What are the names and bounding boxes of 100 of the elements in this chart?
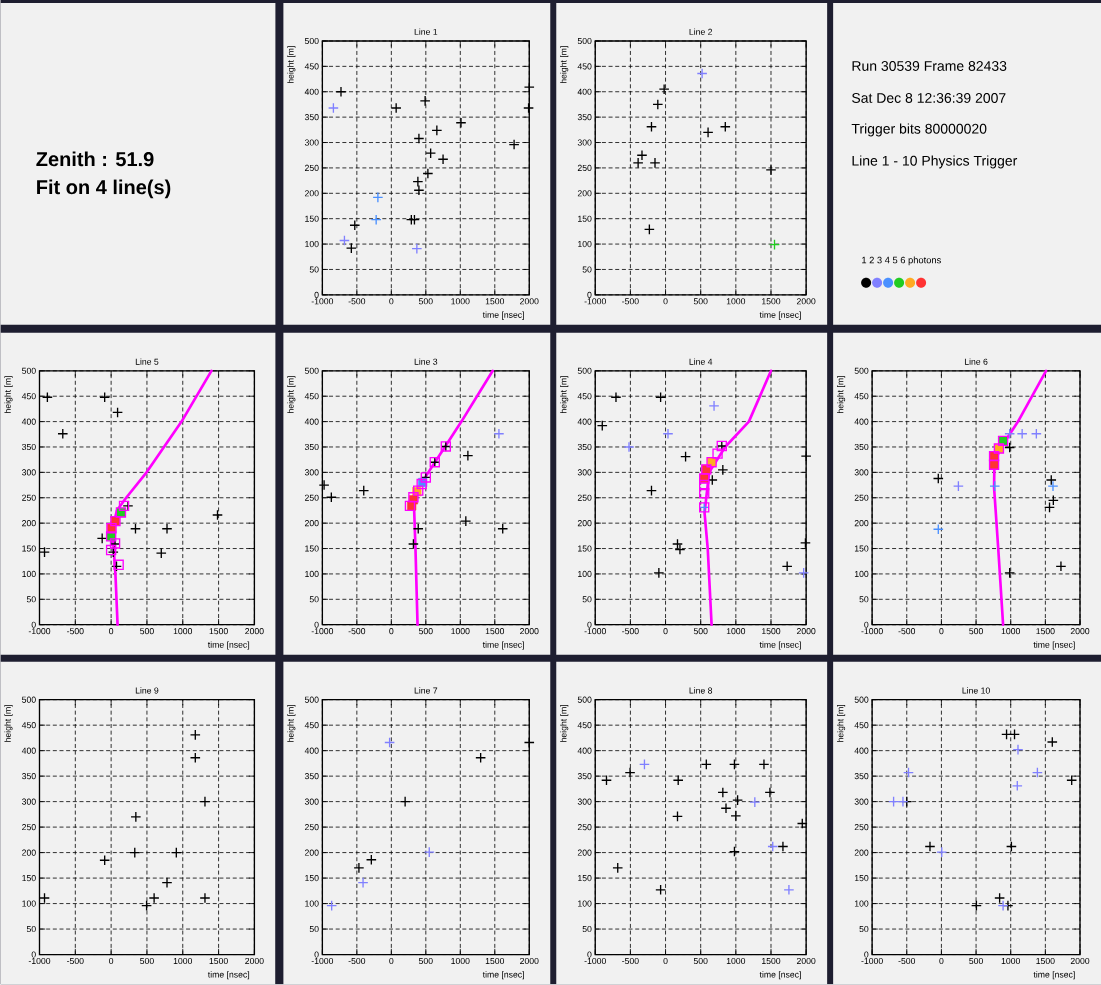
point <box>662 428 674 440</box>
point <box>372 192 384 204</box>
point <box>699 480 710 491</box>
point <box>325 492 337 503</box>
y-tick-label: 500 <box>577 696 592 703</box>
point <box>728 846 740 858</box>
point <box>523 102 535 114</box>
y-tick-label: 200 <box>304 190 319 197</box>
y-tick-label: 200 <box>22 520 36 527</box>
x-axis-title: time [nsec] <box>482 971 524 980</box>
point <box>712 448 723 460</box>
y-tick-label: 500 <box>304 367 319 375</box>
point <box>161 523 173 535</box>
point <box>897 796 909 808</box>
y-tick-label: 150 <box>578 215 592 222</box>
text: Sat Dec 8 12:36:39 2007 <box>852 93 1006 104</box>
chart-title: Line 2 <box>689 28 713 36</box>
point <box>57 428 69 440</box>
y-tick-label: 50 <box>582 596 592 603</box>
point <box>655 391 667 403</box>
y-tick-label: 150 <box>854 545 869 552</box>
text: Zenith : 51.9 <box>36 151 154 167</box>
point <box>199 796 211 808</box>
point <box>358 485 370 497</box>
x-tick-label: 500 <box>969 628 983 635</box>
x-tick-label: 1500 <box>485 628 505 635</box>
chart-title: Line 6 <box>964 358 988 366</box>
point <box>601 774 612 786</box>
y-tick-label: 400 <box>304 418 319 425</box>
y-tick-label: 450 <box>577 393 592 400</box>
point <box>924 841 936 853</box>
point <box>431 125 443 137</box>
y-axis-title: height [m] <box>837 376 846 414</box>
x-tick-label: 1000 <box>726 958 746 965</box>
y-tick-label: 400 <box>854 747 869 754</box>
y-tick-label: 450 <box>577 722 592 729</box>
y-tick-label: 350 <box>304 114 319 121</box>
text: Run 30539 Frame 82433 <box>852 61 1007 72</box>
point <box>508 139 520 151</box>
point <box>353 862 365 874</box>
point <box>728 759 740 771</box>
y-tick-label: 400 <box>577 88 592 96</box>
y-tick-label: 100 <box>578 571 592 578</box>
point <box>326 900 338 912</box>
chart-title: Line 4 <box>689 358 713 366</box>
y-tick-label: 250 <box>304 824 319 831</box>
y-tick-label: 500 <box>22 367 36 375</box>
y-tick-label: 350 <box>304 773 319 780</box>
point <box>462 450 474 462</box>
point <box>764 787 776 799</box>
point <box>799 537 811 549</box>
y-tick-label: 350 <box>577 114 592 121</box>
chart-title: Line 8 <box>689 687 713 694</box>
point <box>141 900 153 912</box>
point <box>1016 428 1028 440</box>
y-tick-label: 350 <box>304 444 319 451</box>
point <box>412 176 424 188</box>
x-tick-label: 2000 <box>796 628 816 635</box>
point <box>1046 736 1058 748</box>
point <box>1004 428 1016 440</box>
point <box>1012 744 1024 756</box>
point <box>646 485 657 497</box>
chart-title: Line 9 <box>135 687 159 694</box>
point <box>767 841 779 853</box>
point <box>1005 841 1017 853</box>
chart-title: Line 5 <box>135 358 159 366</box>
point <box>419 95 431 107</box>
point <box>1031 767 1043 779</box>
y-axis-title: height [m] <box>560 705 569 743</box>
point <box>1047 495 1059 506</box>
y-tick-label: 250 <box>854 494 869 502</box>
y-tick-label: 50 <box>859 926 869 933</box>
y-tick-label: 500 <box>577 38 592 45</box>
x-tick-label: 500 <box>693 628 708 635</box>
point <box>623 441 635 453</box>
y-tick-label: 150 <box>854 875 869 882</box>
point <box>327 102 339 114</box>
y-tick-label: 150 <box>305 875 319 882</box>
x-tick-label: -1000 <box>861 958 883 965</box>
x-tick-label: -1000 <box>28 628 51 635</box>
x-tick-label: 1000 <box>173 628 193 635</box>
x-tick-label: 500 <box>693 298 708 305</box>
x-tick-label: -500 <box>622 298 639 305</box>
y-tick-label: 450 <box>21 722 36 729</box>
point <box>1030 428 1042 440</box>
y-tick-label: 300 <box>22 798 36 805</box>
y-tick-label: 150 <box>578 875 592 882</box>
x-tick-label: 0 <box>389 958 394 965</box>
y-tick-label: 0 <box>587 951 592 958</box>
point <box>199 892 211 904</box>
y-tick-label: 150 <box>305 545 319 552</box>
point <box>41 391 53 403</box>
point <box>652 99 664 111</box>
point <box>493 428 505 440</box>
point <box>655 884 667 896</box>
point <box>460 515 472 527</box>
x-tick-label: 0 <box>939 958 944 965</box>
y-tick-label: 100 <box>854 571 869 578</box>
y-tick-label: 350 <box>22 444 36 451</box>
x-tick-label: 2000 <box>520 628 539 635</box>
